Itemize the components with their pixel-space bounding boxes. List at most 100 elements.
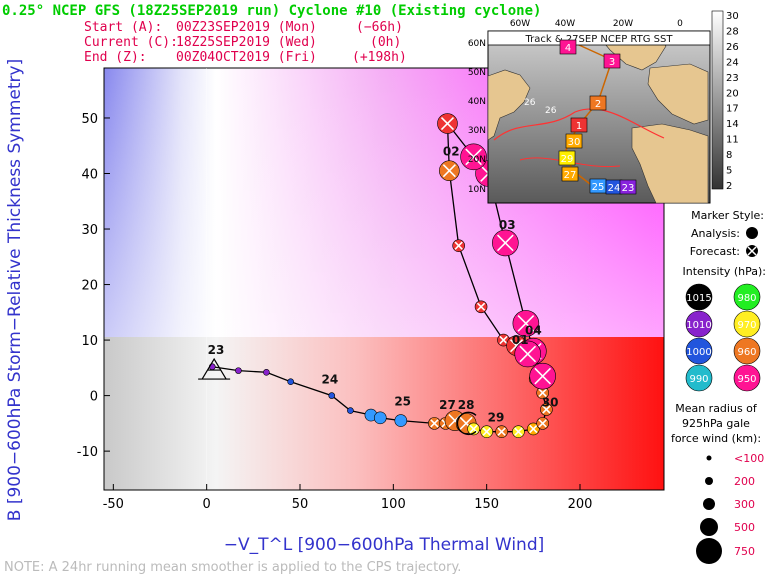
- inset-title: Track & 27SEP NCEP RTG SST: [525, 34, 674, 45]
- colorbar-tick-label: 8: [726, 150, 732, 161]
- trajectory-points: [208, 113, 556, 438]
- inset-lon-label: 0: [677, 19, 683, 29]
- inset-lat-label: 20N: [468, 155, 486, 165]
- footnote: NOTE: A 24hr running mean smoother is ap…: [4, 560, 461, 575]
- radius-label: 200: [734, 475, 755, 488]
- inset-track-marker: 25: [589, 178, 607, 194]
- day-label: 28: [458, 398, 475, 412]
- x-tick-label: 200: [568, 497, 593, 512]
- intensity-swatch: 970: [733, 310, 761, 338]
- colorbar-tick-label: 26: [726, 42, 739, 53]
- colorbar-tick-label: 2: [726, 181, 732, 192]
- intensity-label: 970: [737, 320, 756, 331]
- y-tick-label: 0: [90, 390, 98, 405]
- end-value: 00Z04OCT2019 (Fri): [176, 50, 317, 65]
- radius-swatch: 500: [700, 518, 755, 536]
- day-label: 04: [525, 324, 542, 338]
- day-label: 24: [322, 372, 339, 386]
- intensity-label: 960: [737, 347, 756, 358]
- inset-sst-contour: [493, 108, 665, 141]
- x-tick-label: -50: [103, 497, 124, 512]
- inset-track-label: 3: [609, 57, 615, 68]
- inset-track-marker: 27: [561, 166, 579, 182]
- end-offset: (+198h): [352, 50, 407, 65]
- colorbar-tick-label: 23: [726, 73, 739, 84]
- y-axis-label: B [900−600hPa Storm−Relative Thickness S…: [5, 59, 25, 521]
- inset-lon-labels: 60W 40W 20W 0: [510, 19, 683, 29]
- radius-swatch: 750: [696, 538, 755, 564]
- inset-track-label: 24: [608, 183, 621, 194]
- forecast-point: [540, 403, 553, 416]
- intensity-swatch: 1010: [685, 310, 713, 338]
- inset-track-marker: 23: [619, 179, 637, 195]
- inset-track-marker: 30: [565, 133, 583, 149]
- radius-swatch: 200: [705, 475, 755, 488]
- radius-label: 750: [734, 545, 755, 558]
- inset-lat-label: 10N: [468, 185, 486, 195]
- y-tick-label: 50: [81, 112, 98, 127]
- intensity-label: 950: [737, 374, 756, 385]
- radius-legend: <100 200 300 500 750: [696, 452, 764, 564]
- radius-swatch: 300: [703, 498, 755, 511]
- x-tick-label: 50: [292, 497, 309, 512]
- intensity-swatch: 990: [685, 364, 713, 392]
- forecast-point: [527, 422, 540, 436]
- inset-lat-label: 50N: [468, 68, 486, 78]
- start-current-markers: [198, 357, 477, 436]
- radius-label: 500: [734, 521, 755, 534]
- colorbar-tick-label: 14: [726, 119, 739, 130]
- end-label: End (Z):: [84, 50, 147, 65]
- start-label: Start (A):: [84, 20, 162, 35]
- analysis-point: [287, 378, 294, 386]
- day-label: 29: [488, 411, 505, 425]
- inset-lon-label: 60W: [510, 19, 530, 29]
- current-value: 18Z25SEP2019 (Wed): [176, 35, 317, 50]
- forecast-point: [460, 143, 487, 171]
- x-tick-label: 100: [381, 497, 406, 512]
- y-tick-label: 20: [81, 279, 98, 294]
- x-tick-label: 150: [474, 497, 499, 512]
- intensity-legend: 1015 980 1010 970 1000 960 990 950: [685, 283, 761, 392]
- sst-colorbar: [711, 10, 724, 190]
- forecast-label: Forecast:: [690, 245, 740, 258]
- inset-track-label: 1: [576, 121, 582, 132]
- analysis-point: [394, 414, 408, 427]
- forecast-point: [474, 300, 488, 314]
- forecast-point: [480, 425, 493, 438]
- analysis-point: [263, 368, 270, 376]
- day-label: 30: [542, 396, 559, 410]
- forecast-point: [467, 422, 480, 436]
- day-label: 02: [443, 145, 460, 159]
- forecast-point: [439, 160, 460, 182]
- forecast-point: [497, 333, 510, 347]
- intensity-swatch: 960: [733, 337, 761, 365]
- intensity-title: Intensity (hPa):: [682, 265, 766, 278]
- intensity-label: 990: [689, 374, 708, 385]
- intensity-swatch: 980: [733, 283, 761, 311]
- inset-track-label: 27: [564, 170, 577, 181]
- inset-track-markers: 4 3 2 1 30 29 27 25 24 23: [558, 39, 637, 195]
- forecast-point: [437, 113, 458, 134]
- x-tick-label: 0: [203, 497, 211, 512]
- analysis-label: Analysis:: [691, 227, 740, 240]
- day-label: 27: [439, 398, 456, 412]
- inset-track-marker: 4: [559, 39, 577, 55]
- forecast-point: [495, 425, 508, 438]
- colorbar-tick-label: 5: [726, 166, 732, 177]
- inset-track-marker: 2: [589, 95, 607, 111]
- colorbar-tick-label: 17: [726, 104, 739, 115]
- sst-colorbar-ticks: 30 28 26 24 23 20 17 14 11 8 5 2: [726, 11, 739, 192]
- analysis-point: [347, 407, 354, 414]
- colorbar-tick-label: 30: [726, 11, 739, 22]
- forecast-point: [514, 340, 542, 368]
- inset-track-label: 25: [592, 182, 605, 193]
- page-title: 0.25° NCEP GFS (18Z25SEP2019 run) Cyclon…: [2, 3, 541, 19]
- x-axis-label: −V_T^L [900−600hPa Thermal Wind]: [224, 535, 545, 555]
- analysis-point: [235, 367, 242, 374]
- forecast-point: [529, 362, 556, 390]
- day-label: 25: [394, 395, 411, 409]
- forecast-point: [536, 386, 549, 400]
- forecast-point: [428, 417, 441, 430]
